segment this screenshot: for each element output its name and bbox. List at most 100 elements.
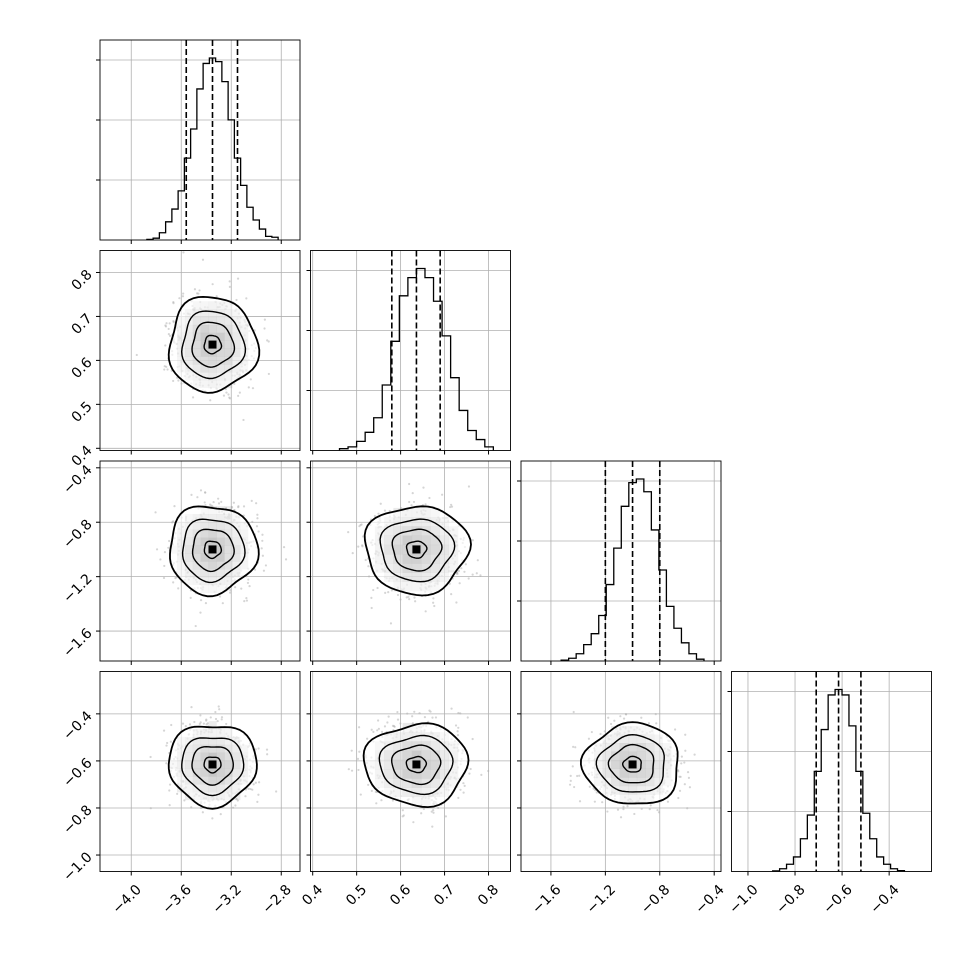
- scatter-point: [471, 539, 474, 542]
- scatter-point: [193, 720, 196, 724]
- x-tick-label: 0.4: [299, 882, 326, 909]
- panel-frame: [310, 460, 511, 662]
- scatter-point: [163, 551, 167, 554]
- scatter-point: [389, 622, 393, 625]
- scatter-point: [211, 817, 214, 820]
- scatter-point: [196, 496, 199, 499]
- scatter-point: [434, 716, 438, 719]
- x-tick-label: −3.6: [160, 882, 195, 917]
- scatter-point: [173, 505, 176, 508]
- contour-2: [191, 321, 236, 368]
- scatter-point: [350, 769, 354, 772]
- scatter-point: [244, 795, 247, 798]
- scatter-point: [619, 715, 622, 718]
- scatter-point: [174, 577, 177, 580]
- scatter-point: [376, 586, 379, 590]
- panel-frame: [520, 460, 722, 662]
- scatter-point: [367, 783, 370, 786]
- scatter-point: [405, 596, 408, 599]
- scatter-point: [267, 372, 270, 376]
- scatter-point: [376, 729, 379, 732]
- x-tick-label: −1.6: [529, 882, 564, 917]
- scatter-point: [220, 716, 224, 719]
- scatter-point: [257, 793, 260, 796]
- panel-2-0: −1.6 −1.2 −0.8 −0.4: [60, 460, 301, 665]
- scatter-point: [217, 502, 221, 505]
- grid-lines: [310, 250, 511, 451]
- scatter-point: [449, 505, 452, 509]
- scatter-point: [212, 500, 215, 504]
- scatter-point: [199, 714, 202, 717]
- scatter-point: [249, 787, 252, 791]
- scatter-point: [374, 790, 377, 794]
- scatter-point: [391, 724, 395, 727]
- grid-lines: [731, 671, 932, 872]
- scatter-point: [191, 396, 195, 399]
- scatter-point: [351, 552, 354, 555]
- scatter-point: [193, 288, 197, 291]
- scatter-point: [237, 394, 240, 397]
- scatter-point: [266, 753, 269, 756]
- scatter-point: [666, 800, 670, 803]
- scatter-point: [396, 593, 400, 597]
- scatter-point: [189, 596, 192, 599]
- scatter-point: [383, 725, 387, 728]
- scatter-point: [437, 806, 440, 810]
- x-tick-label: −1.0: [726, 882, 761, 917]
- scatter-point: [684, 749, 687, 752]
- scatter-point: [459, 788, 462, 791]
- scatter-point: [254, 748, 257, 751]
- panel-frame: [99, 39, 301, 241]
- panel-frame: [310, 250, 511, 451]
- scatter-point: [209, 716, 212, 719]
- scatter-point: [238, 391, 241, 394]
- scatter-point: [687, 776, 691, 780]
- scatter-point: [205, 719, 208, 722]
- scatter-point: [462, 791, 465, 794]
- scatter-point: [677, 770, 680, 773]
- contour-2: [391, 528, 443, 572]
- scatter-point: [454, 724, 458, 727]
- scatter-point: [357, 545, 360, 548]
- scatter-point: [234, 586, 237, 589]
- scatter-point: [214, 710, 217, 714]
- scatter-point: [162, 576, 166, 580]
- y-tick-label: −1.0: [60, 849, 95, 884]
- scatter-point: [587, 737, 591, 740]
- contour-1: [378, 734, 454, 796]
- scatter-point: [693, 753, 696, 756]
- scatter-point: [347, 768, 350, 771]
- scatter-point: [433, 604, 436, 608]
- scatter-point: [172, 379, 175, 383]
- scatter-point: [412, 500, 416, 504]
- scatter-point: [190, 706, 193, 709]
- grid-lines: [521, 461, 721, 661]
- scatter-point: [252, 783, 255, 786]
- scatter-point: [367, 575, 371, 578]
- scatter-point: [264, 564, 268, 567]
- scatter-point: [680, 755, 683, 758]
- scatter-point: [408, 500, 411, 504]
- scatter-point: [599, 732, 602, 736]
- scatter-point: [413, 710, 416, 713]
- scatter-point: [475, 572, 478, 575]
- scatter-point: [375, 802, 378, 805]
- scatter-point: [654, 713, 657, 716]
- scatter-point: [432, 809, 435, 812]
- x-tick-label: −0.8: [773, 882, 808, 917]
- scatter-point: [370, 789, 373, 792]
- scatter-point: [361, 535, 365, 538]
- scatter-point: [607, 716, 610, 719]
- scatter-point: [399, 722, 402, 725]
- scatter-point: [464, 563, 467, 566]
- scatter-point: [625, 713, 628, 716]
- scatter-point: [165, 744, 168, 747]
- peak-marker: [208, 340, 217, 349]
- panel-frame: [520, 671, 722, 872]
- contour-1: [181, 518, 246, 584]
- scatter-point: [190, 493, 193, 496]
- scatter-point: [360, 523, 363, 526]
- scatter-point: [408, 482, 411, 486]
- scatter-point: [377, 512, 380, 515]
- scatter-point: [377, 727, 380, 730]
